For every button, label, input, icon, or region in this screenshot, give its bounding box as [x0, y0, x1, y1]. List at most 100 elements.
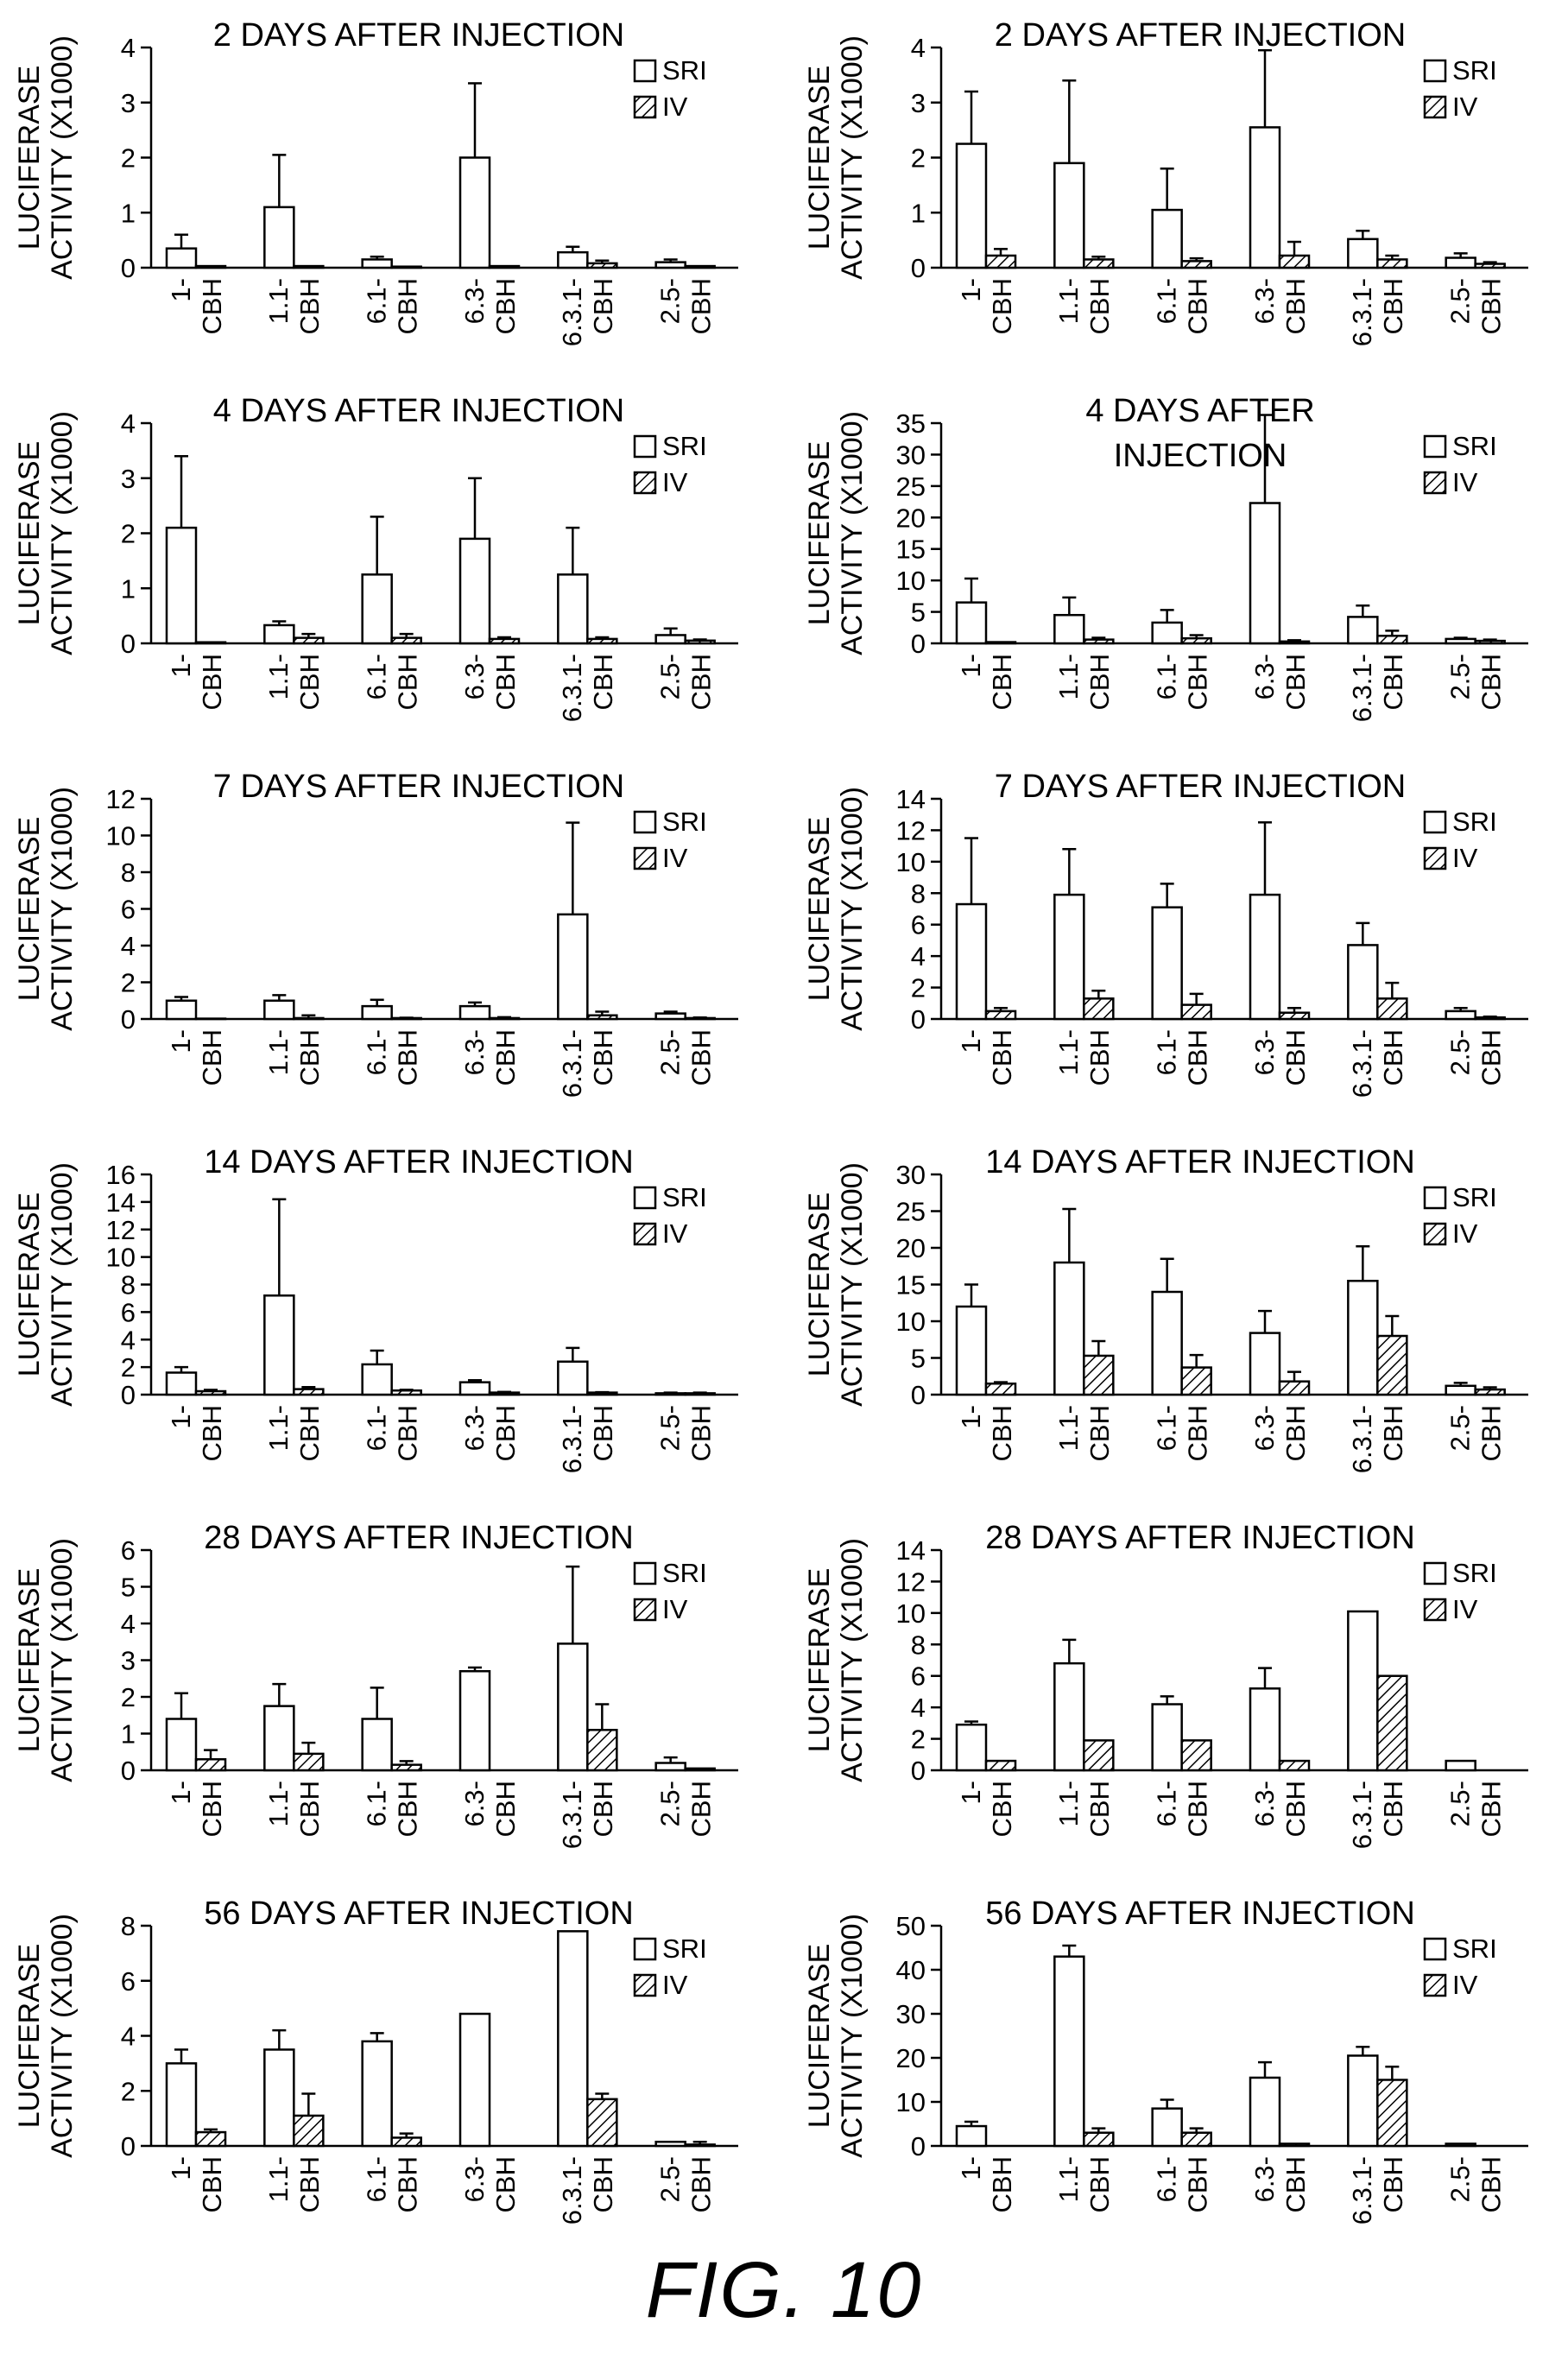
legend-swatch-sri — [633, 1561, 657, 1585]
y-axis-label: ACTIVITY (X1000) — [46, 1914, 79, 2158]
legend-label: SRI — [662, 1182, 707, 1212]
category-label: 6.3- — [459, 1029, 490, 1075]
legend-label: IV — [662, 1970, 688, 2000]
bar-sri — [458, 2012, 491, 2148]
category-label: CBH — [1183, 1405, 1213, 1461]
y-tick-label: 1 — [121, 1719, 136, 1750]
legend-swatch-sri — [633, 810, 657, 834]
category-label: CBH — [1084, 278, 1115, 334]
y-tick-label: 3 — [121, 88, 136, 118]
chart-title: 4 DAYS AFTER — [1085, 393, 1314, 429]
category-label: 6.3- — [1249, 2156, 1280, 2202]
bar-iv — [390, 1763, 422, 1772]
bar-sri — [1347, 616, 1379, 645]
y-tick-label: 0 — [121, 253, 136, 283]
bar-iv — [1376, 1674, 1408, 1772]
bar-iv — [390, 1389, 422, 1396]
y-axis-label: ACTIVITY (X1000) — [46, 787, 79, 1031]
bar-iv — [1376, 997, 1408, 1021]
y-axis-label: ACTIVITY (X1000) — [836, 1914, 869, 2158]
category-label: CBH — [294, 1029, 325, 1085]
category-label: CBH — [490, 1781, 521, 1837]
category-label: 2.5- — [1445, 654, 1476, 699]
category-label: CBH — [1476, 1405, 1507, 1461]
bar-iv — [1180, 2131, 1212, 2148]
category-label: 6.3- — [459, 2156, 490, 2202]
category-label: 6.3.1- — [1347, 1781, 1377, 1849]
y-tick-label: 12 — [896, 815, 926, 845]
y-tick-label: 8 — [911, 1630, 926, 1660]
y-tick-label: 16 — [106, 1160, 136, 1190]
bar-iv — [390, 2136, 422, 2148]
bar-iv — [684, 1767, 716, 1772]
bar-iv — [488, 264, 521, 269]
bar-sri — [955, 142, 988, 269]
y-axis-label: LUCIFERASE — [803, 1944, 836, 2129]
legend-label: IV — [662, 467, 688, 497]
bar-sri — [1151, 1290, 1183, 1396]
bar-sri — [654, 1762, 686, 1772]
y-tick-label: 8 — [121, 858, 136, 888]
y-tick-label: 2 — [121, 519, 136, 549]
bar-sri — [557, 1360, 589, 1396]
category-label: CBH — [1378, 1405, 1408, 1461]
bar-sri — [263, 2048, 295, 2148]
y-tick-label: 10 — [896, 1598, 926, 1629]
chart-panel: LUCIFERASE ACTIVITY (X1000) 0 1 2 3 4 5 6 28 DAYS… — [13, 1520, 738, 1849]
category-label: CBH — [588, 1781, 618, 1837]
y-axis-label: ACTIVITY (X1000) — [46, 35, 79, 280]
bar-sri — [361, 2040, 393, 2148]
category-label: 6.3- — [1249, 1781, 1280, 1826]
y-axis-label: LUCIFERASE — [13, 1568, 46, 1753]
category-label: 6.1- — [362, 1781, 392, 1826]
y-tick-label: 50 — [896, 1911, 926, 1941]
bar-iv — [1180, 636, 1212, 645]
bar-iv — [1376, 635, 1408, 645]
bar-sri — [557, 1930, 589, 2148]
category-label: 1- — [166, 654, 196, 678]
category-label: 1- — [956, 654, 986, 678]
bar-iv — [1376, 2079, 1408, 2148]
y-tick-label: 6 — [911, 1661, 926, 1692]
y-tick-label: 4 — [121, 931, 136, 961]
y-axis-label: LUCIFERASE — [803, 66, 836, 250]
y-tick-label: 6 — [121, 895, 136, 925]
chart-title: 2 DAYS AFTER INJECTION — [213, 17, 624, 54]
category-label: 6.1- — [1152, 1781, 1182, 1826]
bar-sri — [557, 250, 589, 269]
legend-swatch-iv — [1423, 1598, 1447, 1622]
bar-iv — [293, 264, 325, 269]
y-tick-label: 3 — [121, 1646, 136, 1676]
y-axis-label: ACTIVITY (X1000) — [836, 1538, 869, 1782]
category-label: 6.3- — [459, 1781, 490, 1826]
chart-title: 7 DAYS AFTER INJECTION — [213, 769, 624, 805]
bar-iv — [1376, 258, 1408, 269]
chart-panel: LUCIFERASE ACTIVITY (X1000) 0 2 4 6 8 56 DAYS A… — [13, 1895, 738, 2225]
category-label: 1- — [956, 1781, 986, 1805]
y-tick-label: 12 — [106, 784, 136, 814]
bar-sri — [1151, 906, 1183, 1021]
y-tick-label: 0 — [911, 1004, 926, 1035]
bar-iv — [1278, 254, 1311, 269]
category-label: 6.3- — [1249, 654, 1280, 699]
y-tick-label: 4 — [121, 408, 136, 439]
y-tick-label: 5 — [911, 598, 926, 628]
bar-iv — [1278, 1759, 1311, 1772]
y-tick-label: 6 — [121, 1297, 136, 1327]
bar-sri — [263, 623, 295, 645]
y-tick-label: 10 — [896, 2087, 926, 2117]
category-label: 1- — [956, 1405, 986, 1429]
category-label: 1.1- — [263, 1405, 294, 1451]
bar-iv — [984, 1759, 1017, 1772]
bar-sri — [1445, 1384, 1476, 1396]
category-label: CBH — [987, 1781, 1017, 1837]
y-tick-label: 15 — [896, 1270, 926, 1301]
legend-swatch-iv — [633, 1222, 657, 1246]
category-label: 6.1- — [1152, 1405, 1182, 1451]
bar-sri — [1053, 1955, 1085, 2148]
category-label: CBH — [393, 1029, 423, 1085]
y-tick-label: 14 — [896, 1535, 926, 1566]
category-label: 6.3.1- — [557, 1029, 587, 1098]
